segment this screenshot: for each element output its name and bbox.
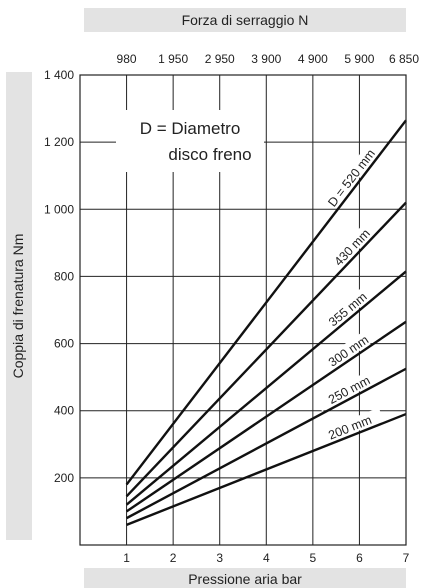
x-tick-label: 6 <box>356 551 363 565</box>
series-line <box>126 412 407 526</box>
y-axis-title-band <box>6 72 32 540</box>
y-tick-label: 400 <box>54 404 74 418</box>
top-axis-tick-label: 3 900 <box>251 52 281 66</box>
series-label: D = 520 mm <box>325 147 378 210</box>
x-axis-title: Pressione aria bar <box>188 571 302 587</box>
x-tick-label: 7 <box>403 551 410 565</box>
series-label: 355 mm <box>326 290 370 330</box>
legend-line-1: D = Diametro <box>140 119 241 138</box>
top-axis-tick-label: 2 950 <box>205 52 235 66</box>
x-axis-title-band <box>84 568 406 588</box>
series-label-background <box>316 281 378 336</box>
x-tick-label: 3 <box>216 551 223 565</box>
y-tick-label: 1 200 <box>44 135 74 149</box>
top-axis-tick-label: 4 900 <box>298 52 328 66</box>
legend-box <box>116 110 264 172</box>
plot-frame <box>79 74 407 546</box>
series-label-background <box>315 366 383 412</box>
series-label: 200 mm <box>326 413 373 443</box>
series-line <box>125 201 407 498</box>
x-tick-label: 1 <box>123 551 130 565</box>
series-label-background <box>315 325 381 376</box>
legend-line-2: disco freno <box>168 145 251 164</box>
top-axis-tick-label: 980 <box>117 52 137 66</box>
series-label-background <box>324 146 378 209</box>
y-tick-label: 1 000 <box>44 202 74 216</box>
y-tick-label: 600 <box>54 337 74 351</box>
series-line <box>125 320 407 513</box>
y-tick-label: 200 <box>54 471 74 485</box>
x-tick-label: 5 <box>310 551 317 565</box>
series-line <box>125 270 407 506</box>
series-label-group: 430 mm <box>322 217 380 277</box>
series-label-background <box>322 217 380 277</box>
series-label-group: D = 520 mm <box>324 146 378 209</box>
x-tick-label: 2 <box>170 551 177 565</box>
y-tick-label: 800 <box>54 269 74 283</box>
series-label-background <box>315 407 384 446</box>
top-axis-tick-label: 6 850 <box>389 52 419 66</box>
x-tick-label: 4 <box>263 551 270 565</box>
series-label: 430 mm <box>332 226 373 268</box>
y-tick-label: 1 400 <box>44 68 74 82</box>
y-axis-title: Coppia di frenatura Nm <box>10 234 26 379</box>
top-axis-title-band <box>84 8 406 32</box>
series-line <box>125 119 407 486</box>
series-line <box>126 367 407 520</box>
top-axis-tick-label: 1 950 <box>158 52 188 66</box>
top-axis-tick-label: 5 900 <box>344 52 374 66</box>
tick-labels: 1 980 2 1 950 3 2 950 4 3 900 5 4 900 6 5 900 7 6 850… <box>44 52 419 565</box>
top-axis-title: Forza di serraggio N <box>182 12 309 28</box>
series-lines <box>125 119 407 526</box>
